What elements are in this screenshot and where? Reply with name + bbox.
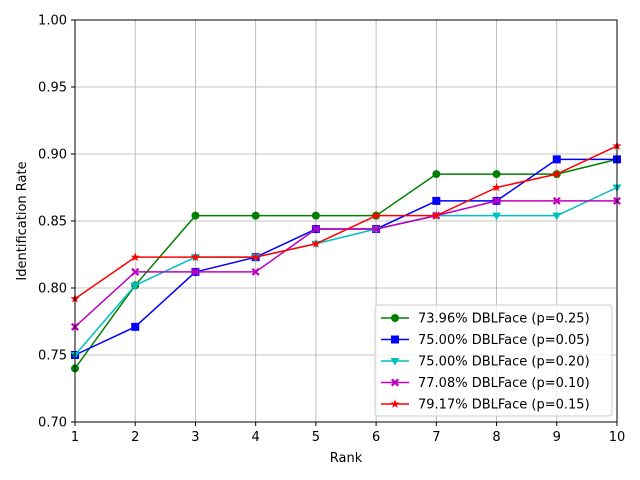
x-tick-label: 2 (131, 430, 139, 445)
x-tick-label: 10 (609, 430, 626, 445)
legend-box (374, 304, 613, 417)
data-point (372, 225, 381, 234)
data-point (191, 211, 200, 220)
tick-layer: 1 2 3 4 5 6 7 8 9 10 0.70 0.75 0.80 0.85 0.90 0.95 1.00 (38, 14, 625, 446)
legend-item: 79.17% DBLFace (p=0.15) (381, 398, 590, 413)
legend-label: 77.08% DBLFace (p=0.10) (418, 376, 590, 391)
data-point (311, 211, 320, 220)
y-tick-label: 0.85 (38, 215, 67, 230)
x-axis-title: Rank (330, 451, 363, 466)
data-point (131, 267, 140, 276)
data-point (432, 196, 441, 205)
x-tick-label: 7 (432, 430, 440, 445)
legend-item: 75.00% DBLFace (p=0.20) (381, 355, 590, 370)
x-tick-label: 1 (71, 430, 79, 445)
x-tick-label: 8 (492, 430, 500, 445)
data-point (251, 211, 260, 220)
legend-label: 75.00% DBLFace (p=0.05) (418, 333, 590, 348)
legend-marker (391, 314, 399, 322)
data-point (492, 170, 501, 179)
y-axis-title: Identification Rate (15, 161, 30, 280)
legend: 73.96% DBLFace (p=0.25) 75.00% DBLFace (p… (374, 304, 613, 417)
data-point (130, 252, 140, 262)
data-point (191, 267, 200, 276)
x-tick-label: 9 (553, 430, 561, 445)
data-point (131, 322, 140, 331)
data-point (432, 170, 441, 179)
data-point (491, 182, 502, 192)
data-point (492, 196, 501, 205)
y-tick-label: 0.70 (38, 416, 67, 431)
y-tick-label: 0.95 (38, 81, 67, 96)
x-tick-label: 3 (191, 430, 199, 445)
data-point (492, 212, 502, 221)
y-tick-label: 0.80 (38, 282, 67, 297)
data-point (371, 210, 381, 220)
data-point (311, 225, 320, 234)
series-line (74, 145, 618, 300)
data-point (552, 155, 561, 164)
legend-marker (390, 399, 400, 408)
x-tick-label: 4 (252, 430, 260, 445)
data-point (431, 210, 441, 220)
legend-item: 73.96% DBLFace (p=0.25) (381, 312, 590, 327)
legend-item: 77.08% DBLFace (p=0.10) (381, 376, 590, 391)
legend-label: 75.00% DBLFace (p=0.20) (418, 355, 590, 370)
legend-label: 79.17% DBLFace (p=0.15) (418, 398, 590, 413)
data-point (311, 238, 321, 248)
legend-marker (391, 378, 399, 387)
y-tick-label: 0.75 (38, 349, 67, 364)
data-point (552, 196, 561, 205)
y-tick-label: 0.90 (38, 148, 67, 163)
data-point (251, 267, 260, 276)
data-point (552, 212, 562, 221)
legend-marker (391, 335, 399, 344)
legend-label: 73.96% DBLFace (p=0.25) (418, 312, 590, 327)
data-point (130, 282, 140, 290)
legend-marker (390, 358, 400, 366)
series-line (74, 158, 618, 369)
x-tick-label: 5 (312, 430, 320, 445)
data-point (251, 252, 261, 262)
data-point (190, 252, 201, 262)
data-point (552, 169, 562, 178)
x-tick-label: 6 (372, 430, 380, 445)
y-tick-label: 1.00 (38, 14, 67, 29)
legend-item: 75.00% DBLFace (p=0.05) (381, 333, 590, 348)
